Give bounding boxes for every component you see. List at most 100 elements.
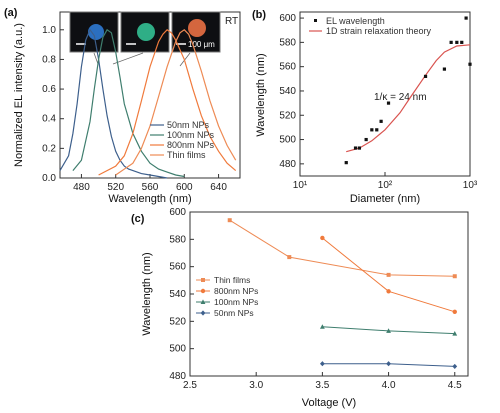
panel-b-point <box>353 146 358 150</box>
panel-b-legend-label: 1D strain relaxation theory <box>326 26 432 36</box>
panel-b-point <box>455 40 459 44</box>
panel-b-legend-label: EL wavelength <box>326 16 385 26</box>
panel-a-legend-label: Thin films <box>167 150 206 160</box>
inset-800nm: 100 μm <box>171 11 221 53</box>
panel-a-legend-label: 100nm NPs <box>167 130 215 140</box>
panel-a-xtick-label: 640 <box>210 182 227 193</box>
inset-100nm-dot <box>137 23 155 41</box>
panel-b-ytick-label: 580 <box>279 37 296 48</box>
arrow-50nm <box>93 52 99 65</box>
panel-b-ytick-label: 600 <box>279 13 296 24</box>
panel-a-series-line <box>59 28 168 179</box>
panel-b-xtick-label: 10³ <box>463 180 478 191</box>
panel-a-xlabel: Wavelength (nm) <box>108 193 191 205</box>
panel-c-point <box>386 328 391 333</box>
panel-c-legend-label: 800nm NPs <box>214 286 258 296</box>
inset-50nm-dot <box>88 24 104 40</box>
panel-a-ytick-label: 0.6 <box>42 84 56 95</box>
panel-b-ylabel: Wavelength (nm) <box>255 53 267 136</box>
panel-c-ytick-label: 600 <box>169 207 186 218</box>
panel-b-ytick-label: 480 <box>279 159 296 170</box>
panel-b-point <box>364 137 368 142</box>
panel-a-ytick-label: 0.4 <box>42 114 56 125</box>
panel-a-ytick-label: 1.0 <box>42 25 56 36</box>
panel-b-xtick-label: 10¹ <box>293 180 308 191</box>
panel-a-xtick-label: 600 <box>176 182 193 193</box>
panel-c-point <box>452 274 457 279</box>
panel-c-point <box>452 363 458 370</box>
panel-b-point <box>379 119 383 123</box>
panel-c-legend-label: Thin films <box>214 275 250 285</box>
panel-c-ytick-label: 580 <box>169 234 186 245</box>
panel-a-plot: 480 520 560 600 640 0.0 0.2 0.4 0.6 0.8 1.0 <box>42 25 237 193</box>
panel-b-xtick-label: 10² <box>378 180 393 191</box>
inset-scale-text: 100 μm <box>188 40 215 49</box>
inset-800nm-dot <box>188 19 206 37</box>
panel-a-ytick-label: 0.2 <box>42 143 56 154</box>
panel-b-label: (b) <box>252 9 266 21</box>
panel-a-ylabel: Normalized EL intensity (a.u.) <box>13 23 25 167</box>
panel-a-xtick-label: 520 <box>107 182 124 193</box>
panel-c-xtick-label: 2.5 <box>183 380 197 391</box>
panel-a-label: (a) <box>4 7 18 19</box>
panel-b-fit-line <box>346 44 471 153</box>
rt-label: RT <box>225 16 238 27</box>
panel-c-point <box>227 218 232 223</box>
panel-a-series-line <box>72 28 185 178</box>
panel-c-ytick-label: 480 <box>169 371 186 382</box>
panel-a-xtick-label: 480 <box>73 182 90 193</box>
panel-c-point <box>386 361 391 367</box>
panel-c-ytick-label: 500 <box>169 344 186 355</box>
panel-c-xtick-label: 4.5 <box>448 380 462 391</box>
panel-c-xtick-label: 3.0 <box>249 380 263 391</box>
panel-c-point <box>319 361 325 367</box>
panel-c-xlabel: Voltage (V) <box>302 397 356 409</box>
panel-b-point <box>468 62 472 66</box>
panel-a-ytick-label: 0.0 <box>42 173 56 184</box>
panel-b-ytick-label: 560 <box>279 62 296 73</box>
panel-b-legend-marker <box>314 19 317 22</box>
panel-c-series-line <box>229 219 455 277</box>
panel-b-point <box>386 101 391 105</box>
panel-b-xlabel: Diameter (nm) <box>350 193 420 205</box>
panel-c-label: (c) <box>131 213 145 225</box>
panel-c-xtick-label: 4.0 <box>382 380 396 391</box>
panel-c-point <box>319 324 325 329</box>
panel-c-legend-marker <box>200 310 206 316</box>
panel-c-legend-label: 100nm NPs <box>214 297 258 307</box>
panel-c-point <box>386 289 391 294</box>
inset-100nm <box>120 11 170 53</box>
panel-c-point <box>287 255 292 260</box>
panel-a-ytick-label: 0.8 <box>42 54 56 65</box>
panel-c-ytick-label: 560 <box>169 262 186 273</box>
panel-a-xtick-label: 560 <box>142 182 159 193</box>
panel-b-ytick-label: 500 <box>279 135 296 146</box>
panel-a-series-line <box>98 29 237 176</box>
panel-c-xtick-label: 3.5 <box>315 380 329 391</box>
panel-c-point <box>452 309 457 314</box>
panel-c-legend-marker <box>201 278 205 282</box>
arrow-800nm <box>179 52 191 67</box>
panel-c-legend-marker <box>200 299 206 304</box>
panel-b-point <box>357 146 362 150</box>
panel-b-point <box>375 128 379 132</box>
panel-c-ytick-label: 520 <box>169 316 186 327</box>
panel-b-ytick-label: 540 <box>279 86 296 97</box>
panel-b-point <box>344 161 348 165</box>
panel-a-legend-label: 50nm NPs <box>167 120 210 130</box>
panel-c-point <box>320 235 325 241</box>
panel-c-legend-marker <box>200 288 206 294</box>
panel-b-plot: 10¹ 10² 10³ 480 500 520 540 560 580 600 <box>279 13 478 191</box>
panel-b-point <box>464 16 468 20</box>
panel-b-point <box>460 40 464 44</box>
panel-c-plot: 2.5 3.0 3.5 4.0 4.5 480 500 520 540 560 580 600 <box>169 207 462 391</box>
kappa-annotation: 1/κ = 24 nm <box>374 92 427 103</box>
panel-c-point <box>452 331 458 336</box>
panel-a-series-line <box>115 29 237 176</box>
panel-b-point <box>423 74 428 78</box>
panel-b-point <box>449 40 453 44</box>
panel-c-point <box>386 272 391 277</box>
